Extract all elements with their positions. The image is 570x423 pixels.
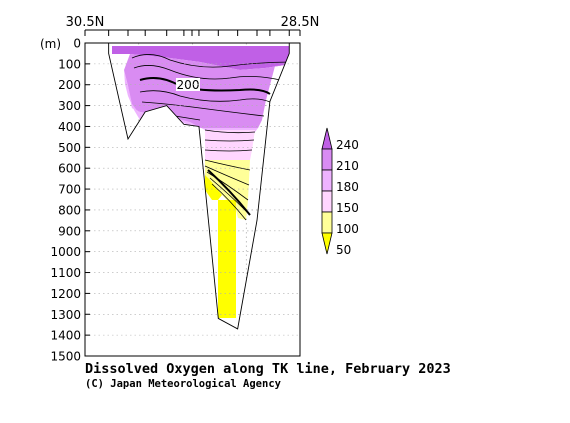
contour-line	[139, 90, 271, 103]
contour-line	[131, 54, 293, 68]
y-tick-label: 1400	[50, 329, 81, 343]
y-tick-label: 300	[58, 99, 81, 113]
contour-line	[204, 165, 250, 186]
contour-label: 200	[177, 78, 200, 92]
y-tick-label: 900	[58, 224, 81, 238]
colorbar-label: 180	[336, 180, 359, 194]
station-marks	[108, 30, 290, 36]
y-tick-label: 800	[58, 203, 81, 217]
colorbar-label: 210	[336, 159, 359, 173]
y-tick-label: 600	[58, 162, 81, 176]
y-tick-label: 0	[73, 37, 81, 51]
contour-line	[141, 101, 265, 117]
band-50-100	[218, 200, 236, 318]
contour-line	[204, 139, 255, 142]
y-tick-label: 100	[58, 57, 81, 71]
colorbar-swatch	[321, 211, 333, 234]
y-tick-label: 1300	[50, 308, 81, 322]
band-150-180	[205, 130, 255, 160]
chart-title: Dissolved Oxygen along TK line, February…	[85, 361, 451, 377]
contour-line	[204, 159, 251, 171]
contour-line	[206, 171, 249, 201]
chart-credit: (C) Japan Meteorological Agency	[85, 378, 282, 390]
band-50-100-wedge	[205, 175, 222, 200]
colorbar-swatch	[321, 127, 333, 150]
contour-line	[211, 183, 247, 221]
colorbar-swatch	[321, 232, 333, 255]
y-tick-label: 500	[58, 141, 81, 155]
colorbar-label: 50	[336, 243, 351, 257]
seafloor-mask	[85, 43, 300, 356]
lat-label-left: 30.5N	[66, 15, 105, 30]
y-tick-label: 700	[58, 183, 81, 197]
y-tick-label: 1500	[50, 350, 81, 364]
colorbar-label: 240	[336, 138, 359, 152]
y-tick-label: 400	[58, 120, 81, 134]
y-axis-label: (m)	[40, 37, 61, 51]
y-tick-label: 1100	[50, 266, 81, 280]
colorbar-swatch	[321, 190, 333, 213]
colorbar-swatch	[321, 169, 333, 192]
colorbar-label: 150	[336, 201, 359, 215]
contour-line-200-bold	[139, 77, 271, 95]
colorbar-swatch	[321, 148, 333, 171]
lat-label-right: 28.5N	[281, 15, 320, 30]
bathymetry-outline	[85, 43, 300, 356]
y-tick-label: 200	[58, 78, 81, 92]
y-tick-label: 1200	[50, 287, 81, 301]
contour-label-bg	[176, 78, 200, 91]
y-tick-label: 1000	[50, 245, 81, 259]
contour-line	[204, 129, 256, 134]
y-tick-labels: 0 100 200 300 400 500 600 700 800 900 1000 1100 1200…	[50, 37, 90, 364]
contour-line	[204, 149, 253, 152]
plot-frame	[84, 42, 301, 357]
contour-line-150-bold	[207, 169, 251, 216]
colorbar-label: 100	[336, 222, 359, 236]
colorbar: 240 210 180 150 100 50	[321, 127, 359, 257]
seafloor-line	[108, 43, 290, 330]
